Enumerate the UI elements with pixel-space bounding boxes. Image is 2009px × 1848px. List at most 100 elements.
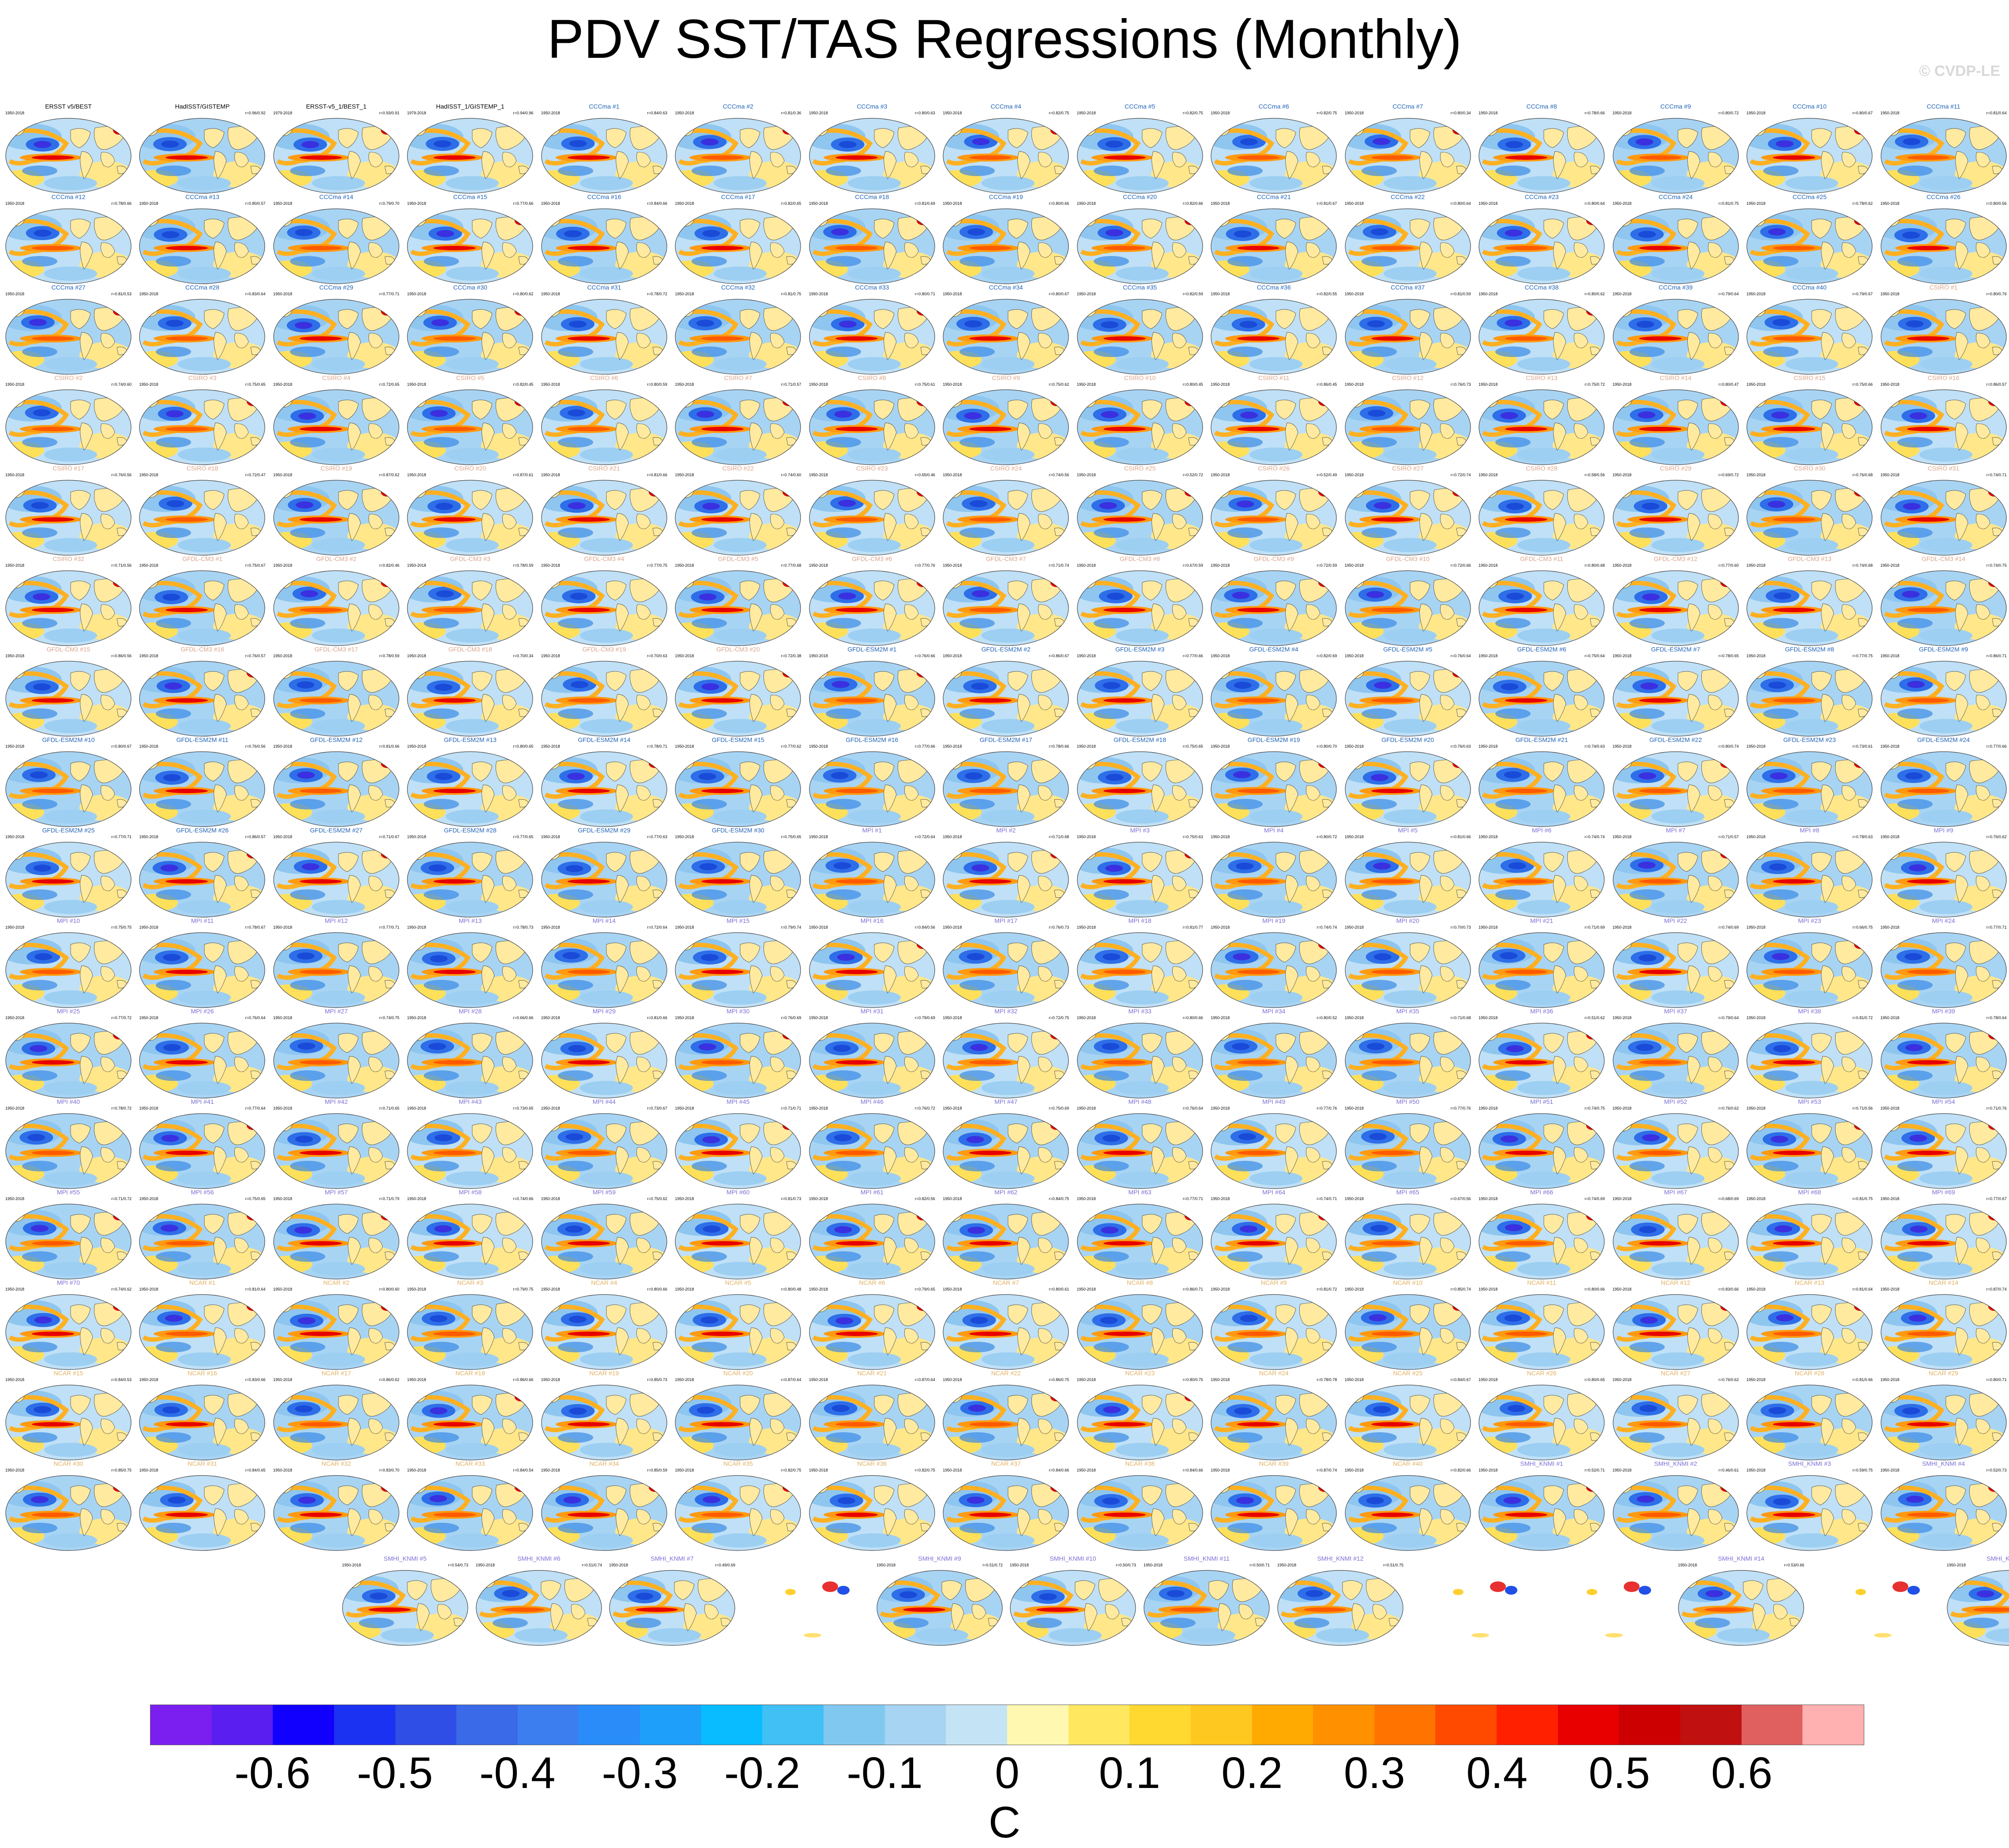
panel-pattern-correlation: r=0.80/0.70	[1317, 744, 1337, 749]
regression-map	[1880, 931, 2008, 1009]
regression-map	[808, 1203, 936, 1280]
map-panel: CCCma #36 1950-2018 r=0.82/0.55	[1210, 284, 1338, 376]
panel-date-range: 1950-2018	[1612, 1287, 1632, 1291]
regression-map	[1612, 1474, 1740, 1552]
panel-title: CSIRO #17	[53, 465, 84, 472]
panel-title: MPI #69	[1932, 1189, 1955, 1196]
panel-date-range: 1950-2018	[943, 1197, 962, 1201]
panel-title: NCAR #19	[589, 1370, 619, 1377]
map-panel: NCAR #5 1950-2018 r=0.80/0.48	[674, 1279, 802, 1371]
panel-pattern-correlation: r=0.81/0.59	[1450, 292, 1471, 296]
panel-title: SMHI_KNMI #3	[1788, 1460, 1831, 1467]
panel-pattern-correlation: r=0.78/0.62	[1852, 201, 1873, 206]
panel-date-range: 1950-2018	[273, 292, 292, 296]
panel-title: GFDL-ESM2M #14	[578, 736, 631, 743]
panel-title: MPI #36	[1530, 1008, 1554, 1015]
panel-date-range: 1950-2018	[1211, 1016, 1230, 1020]
panel-pattern-correlation: r=0.74/0.60	[111, 382, 132, 387]
panel-pattern-correlation: r=0.72/0.38	[781, 654, 801, 658]
panel-title: SMHI_KNMI #7	[651, 1555, 694, 1562]
panel-pattern-correlation: r=0.52/0.49	[1317, 473, 1337, 477]
panel-title: GFDL-ESM2M #8	[1785, 646, 1834, 653]
regression-map	[1746, 660, 1874, 738]
panel-date-range: 1950-2018	[1880, 1378, 1900, 1382]
panel-date-range: 1950-2018	[139, 1468, 158, 1472]
panel-date-range: 1950-2018	[139, 473, 158, 477]
panel-title: CSIRO #27	[1392, 465, 1424, 472]
regression-map	[272, 298, 400, 376]
regression-map	[540, 479, 668, 557]
panel-title: MPI #19	[1262, 917, 1286, 924]
panel-pattern-correlation: r=0.81/0.73	[781, 1197, 801, 1201]
panel-pattern-correlation: r=0.76/0.72	[915, 1106, 935, 1110]
map-panel: MPI #25 1950-2018 r=0.77/0.72	[4, 1008, 132, 1099]
regression-map	[942, 298, 1070, 376]
regression-map	[406, 388, 534, 466]
panel-date-range: 1950-2018	[1211, 925, 1230, 930]
panel-date-range: 1950-2018	[1612, 835, 1632, 839]
panel-date-range: 1950-2018	[1211, 744, 1230, 749]
panel-title: ERSST-v5_1/BEST_1	[306, 103, 367, 110]
panel-pattern-correlation: r=0.71/0.72	[111, 1197, 132, 1201]
panel-title: MPI #28	[459, 1008, 482, 1015]
panel-date-range: 1950-2018	[407, 1378, 426, 1382]
regression-map	[942, 388, 1070, 466]
regression-map	[674, 117, 802, 195]
map-panel: CCCma #39 1950-2018 r=0.79/0.64	[1612, 284, 1740, 376]
colorbar-swatch	[762, 1705, 824, 1745]
panel-pattern-correlation: r=0.71/0.74	[1049, 563, 1069, 568]
panel-title: NCAR #29	[1929, 1370, 1959, 1377]
panel-title: MPI #59	[592, 1189, 616, 1196]
panel-title: CCCma #29	[319, 284, 354, 291]
regression-map	[1076, 479, 1204, 557]
panel-date-range: 1950-2018	[541, 1106, 560, 1110]
regression-map	[942, 207, 1070, 285]
panel-title: NCAR #35	[723, 1460, 753, 1467]
panel-date-range: 1950-2018	[877, 1563, 896, 1567]
panel-pattern-correlation: r=0.81/0.66	[647, 1016, 667, 1020]
map-panel: CCCma #5 1950-2018 r=0.82/0.75	[1076, 103, 1204, 195]
panel-title: GFDL-ESM2M #21	[1515, 736, 1568, 743]
panel-title: MPI #7	[1666, 827, 1685, 834]
map-panel: GFDL-ESM2M #3 1950-2018 r=0.77/0.66	[1076, 646, 1204, 738]
map-panel: MPI #2 1950-2018 r=0.71/0.68	[942, 827, 1070, 918]
panel-date-range: 1950-2018	[1076, 1197, 1096, 1201]
panel-pattern-correlation: r=0.52/0.72	[1182, 473, 1203, 477]
panel-date-range: 1950-2018	[675, 201, 694, 206]
regression-map	[138, 1474, 266, 1552]
panel-title: MPI #6	[1531, 827, 1552, 834]
regression-map	[1746, 207, 1874, 285]
map-panel: GFDL-ESM2M #4 1950-2018 r=0.82/0.69	[1210, 646, 1338, 738]
panel-title: MPI #10	[56, 917, 80, 924]
panel-date-range: 1950-2018	[1076, 654, 1096, 658]
panel-pattern-correlation: r=0.75/0.66	[1852, 382, 1873, 387]
map-panel: MPI #66 1950-2018 r=0.74/0.69	[1478, 1189, 1606, 1280]
panel-title: SMHI_KNMI #16	[1986, 1555, 2009, 1562]
panel-pattern-correlation: r=0.80/0.66	[647, 1287, 667, 1291]
regression-map	[1746, 931, 1874, 1009]
panel-date-range: 1950-2018	[1479, 1197, 1498, 1201]
panel-date-range: 1950-2018	[541, 1197, 560, 1201]
panel-pattern-correlation: r=0.87/0.61	[513, 473, 534, 477]
panel-title: MPI #35	[1396, 1008, 1419, 1015]
panel-date-range: 1950-2018	[675, 1468, 694, 1472]
panel-date-range: 1950-2018	[541, 201, 560, 206]
colorbar-swatch	[1558, 1705, 1619, 1745]
panel-date-range: 1950-2018	[1211, 1197, 1230, 1201]
regression-map	[406, 117, 534, 195]
map-panel: CCCma #22 1950-2018 r=0.80/0.64	[1344, 193, 1472, 285]
panel-title: MPI #50	[1396, 1098, 1419, 1105]
panel-date-range: 1950-2018	[1144, 1563, 1163, 1567]
map-panel: GFDL-CM3 #4 1950-2018 r=0.77/0.75	[540, 555, 668, 647]
panel-date-range: 1950-2018	[541, 925, 560, 930]
regression-map	[1344, 1474, 1472, 1552]
panel-title: NCAR #39	[1259, 1460, 1289, 1467]
panel-date-range: 1950-2018	[1211, 1378, 1230, 1382]
regression-map	[808, 1112, 936, 1190]
regression-map	[1746, 117, 1874, 195]
panel-date-range: 1950-2018	[407, 1197, 426, 1201]
regression-map	[674, 388, 802, 466]
map-panel: MPI #52 1950-2018 r=0.76/0.62	[1612, 1098, 1740, 1190]
map-panel: NCAR #26 1950-2018 r=0.80/0.65	[1478, 1370, 1606, 1461]
panel-pattern-correlation: r=0.79/0.70	[379, 201, 399, 206]
